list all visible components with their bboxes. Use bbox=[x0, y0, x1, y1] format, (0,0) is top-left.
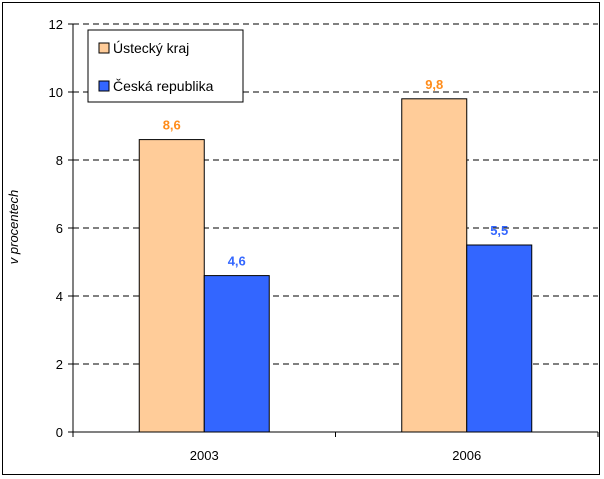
legend-label: Ústecký kraj bbox=[113, 40, 189, 56]
bar bbox=[138, 139, 205, 433]
data-label: 9,8 bbox=[425, 77, 443, 92]
y-tick-label: 2 bbox=[56, 357, 63, 372]
gridlines bbox=[73, 23, 598, 365]
bars: 8,6 4,6 9,8 5,5 bbox=[138, 77, 533, 433]
legend-label: Česká republika bbox=[113, 78, 214, 94]
y-tick-label: 4 bbox=[56, 289, 63, 304]
y-tick-label: 12 bbox=[49, 17, 63, 32]
legend: Ústecký kraj Česká republika bbox=[87, 29, 244, 103]
axes: 0 2 4 6 8 10 12 2003 2006 bbox=[49, 17, 599, 463]
y-tick-label: 0 bbox=[56, 425, 63, 440]
x-tick-label: 2003 bbox=[190, 448, 219, 463]
legend-swatch bbox=[98, 80, 110, 92]
y-axis-title: v procentech bbox=[6, 190, 21, 264]
y-tick-label: 6 bbox=[56, 221, 63, 236]
bar bbox=[466, 244, 533, 433]
bar bbox=[401, 98, 468, 433]
bar bbox=[203, 275, 270, 433]
data-label: 8,6 bbox=[163, 118, 181, 133]
y-tick-label: 10 bbox=[49, 85, 63, 100]
legend-box bbox=[87, 29, 244, 103]
data-label: 5,5 bbox=[490, 223, 508, 238]
legend-swatch bbox=[98, 42, 110, 54]
y-tick-label: 8 bbox=[56, 153, 63, 168]
x-tick-label: 2006 bbox=[452, 448, 481, 463]
data-label: 4,6 bbox=[228, 254, 246, 269]
